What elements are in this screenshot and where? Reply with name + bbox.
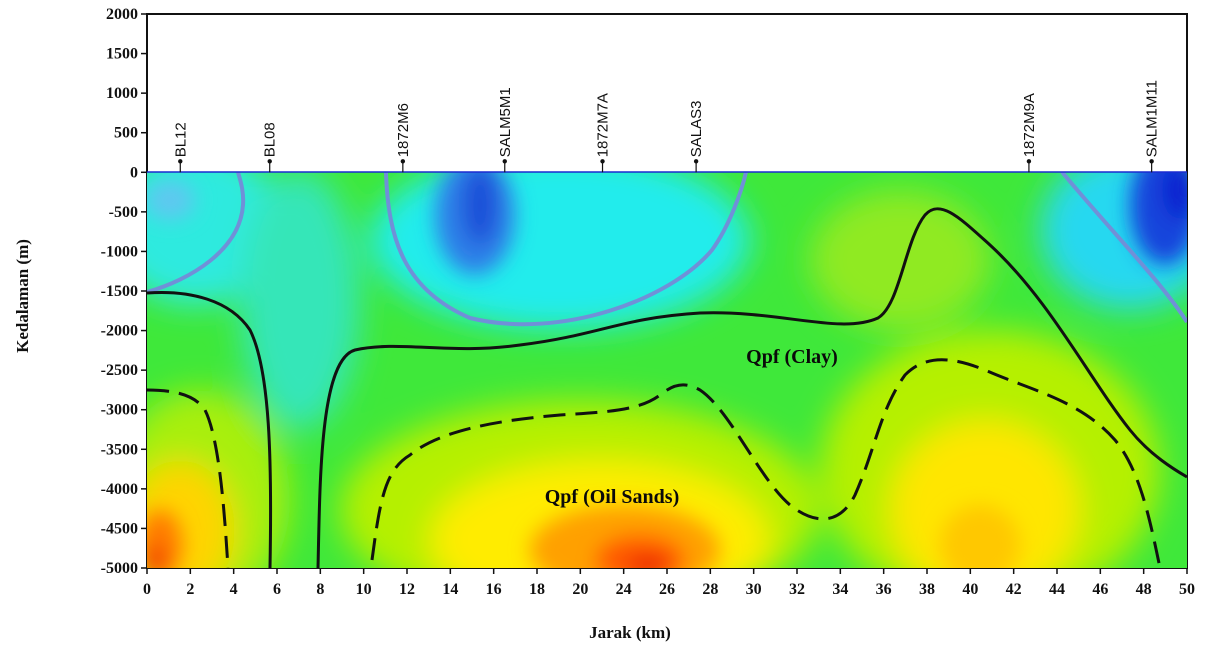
x-tick-label: 44 <box>1049 581 1065 598</box>
well-marker <box>178 159 183 164</box>
y-tick-label: 1500 <box>106 46 138 63</box>
x-tick-label: 36 <box>876 581 892 598</box>
y-axis-title: Kedalaman (m) <box>13 239 32 353</box>
blue-contour-left <box>147 172 246 294</box>
well-marker <box>1026 159 1032 164</box>
y-tick-label: -2000 <box>101 323 138 340</box>
x-tick-label: 12 <box>399 581 415 598</box>
x-tick-label: 50 <box>1179 581 1195 598</box>
dashed-contour-main <box>370 358 1162 568</box>
dashed-contour-left <box>147 388 230 568</box>
y-tick-label: -4500 <box>101 520 138 537</box>
x-tick-label: 38 <box>919 581 935 598</box>
y-tick-label: -3500 <box>101 441 138 458</box>
blue-contour-right <box>1060 172 1187 324</box>
x-tick-label: 24 <box>616 581 632 598</box>
x-tick-label: 10 <box>356 581 372 598</box>
x-tick-label: 32 <box>789 581 805 598</box>
y-tick-label: -5000 <box>101 560 138 577</box>
y-tick-label: 2000 <box>106 6 138 23</box>
well-label: 1872M6 <box>395 103 412 157</box>
y-axis: 2000 1500 1000 500 0 -500 -1000 -1500 -2000 -2500… <box>101 6 147 577</box>
well-label: 1872M9A <box>1021 93 1038 157</box>
y-tick-label: 0 <box>130 164 138 181</box>
x-tick-label: 18 <box>529 581 545 598</box>
well-marker <box>400 159 406 164</box>
well-label: SALM1M11 <box>1144 80 1161 157</box>
x-tick-label: 6 <box>273 581 281 598</box>
x-tick-label: 26 <box>659 581 675 598</box>
well-label: SALAS3 <box>688 101 705 158</box>
x-tick-label: 16 <box>486 581 502 598</box>
well-marker <box>267 159 272 164</box>
well-markers: BL12 BL08 1872M6 SALM5M1 1872M7A SALAS3 1872M9… <box>172 80 1161 173</box>
y-tick-label: -4000 <box>101 481 138 498</box>
x-tick-label: 8 <box>316 581 324 598</box>
y-tick-label: 500 <box>114 125 138 142</box>
blue-contour-center <box>384 172 748 327</box>
y-tick-label: 1000 <box>106 85 138 102</box>
x-axis-title: Jarak (km) <box>589 623 671 642</box>
y-tick-label: -1500 <box>101 283 138 300</box>
y-tick-label: -3000 <box>101 402 138 419</box>
x-tick-label: 2 <box>186 581 194 598</box>
x-tick-label: 46 <box>1092 581 1108 598</box>
x-tick-label: 20 <box>572 581 588 598</box>
y-tick-label: -500 <box>109 204 138 221</box>
y-tick-label: -2500 <box>101 362 138 379</box>
black-contour-left <box>147 291 273 568</box>
well-label: BL08 <box>262 122 279 157</box>
zone-label-oil-sands: Qpf (Oil Sands) <box>545 486 679 508</box>
x-tick-label: 14 <box>442 581 458 598</box>
y-tick-label: -1000 <box>101 243 138 260</box>
x-axis: 0 2 4 6 8 10 12 14 16 18 20 24 26 28 30 32 34 36 38 40 42 44 4… <box>143 568 1195 598</box>
black-contour-main <box>316 207 1187 568</box>
x-tick-label: 28 <box>702 581 718 598</box>
well-label: SALM5M1 <box>497 87 514 157</box>
x-tick-label: 34 <box>832 581 848 598</box>
well-label: BL12 <box>172 122 189 157</box>
x-tick-label: 30 <box>746 581 762 598</box>
well-label: 1872M7A <box>595 93 612 157</box>
cross-section-field <box>147 172 1187 568</box>
well-marker <box>600 159 605 164</box>
x-tick-label: 42 <box>1006 581 1022 598</box>
x-tick-label: 40 <box>962 581 978 598</box>
zone-label-clay: Qpf (Clay) <box>746 346 838 368</box>
well-marker <box>1149 159 1154 164</box>
x-tick-label: 48 <box>1136 581 1152 598</box>
well-marker <box>502 159 507 164</box>
x-tick-label: 4 <box>230 581 238 598</box>
x-tick-label: 0 <box>143 581 151 598</box>
well-marker <box>693 159 699 164</box>
